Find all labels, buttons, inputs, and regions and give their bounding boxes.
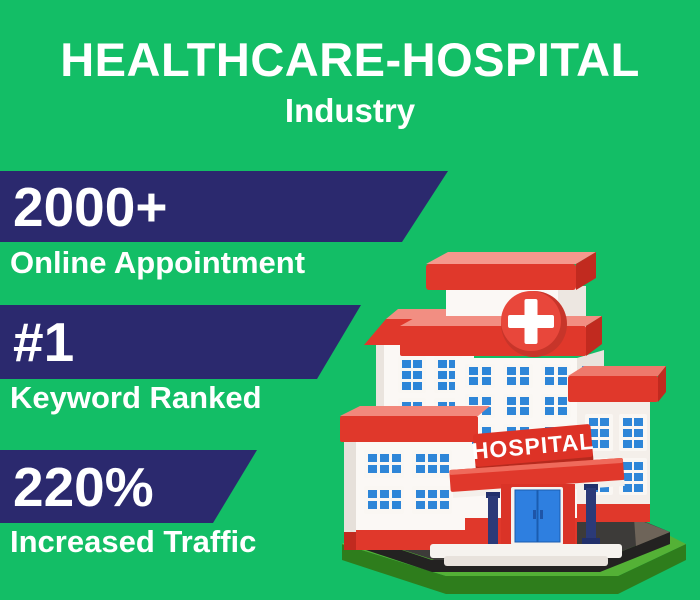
entrance-door xyxy=(501,484,575,546)
stat-banner-increased-traffic: 220% xyxy=(0,450,257,523)
stat-value-increased-traffic: 220% xyxy=(13,455,154,518)
stat-label-increased-traffic: Increased Traffic xyxy=(10,524,257,559)
stat-value-online-appointments: 2000+ xyxy=(13,175,168,238)
page-subtitle: Industry xyxy=(284,92,416,129)
page-title: HEALTHCARE-HOSPITAL xyxy=(60,33,640,86)
stat-value-keyword-ranked: #1 xyxy=(13,311,75,373)
entrance-steps xyxy=(430,544,622,566)
medical-cross-icon xyxy=(501,291,567,357)
stat-banner-keyword-ranked: #1 xyxy=(0,305,361,379)
hospital-sign: HOSPITAL xyxy=(471,424,595,471)
stat-label-keyword-ranked: Keyword Ranked xyxy=(10,380,262,415)
stat-label-online-appointments: Online Appointment xyxy=(10,245,306,280)
hospital-3d-illustration: HOSPITAL xyxy=(340,252,686,594)
hospital-lower-left-wing xyxy=(340,406,490,550)
stat-banner-online-appointments: 2000+ xyxy=(0,171,448,242)
